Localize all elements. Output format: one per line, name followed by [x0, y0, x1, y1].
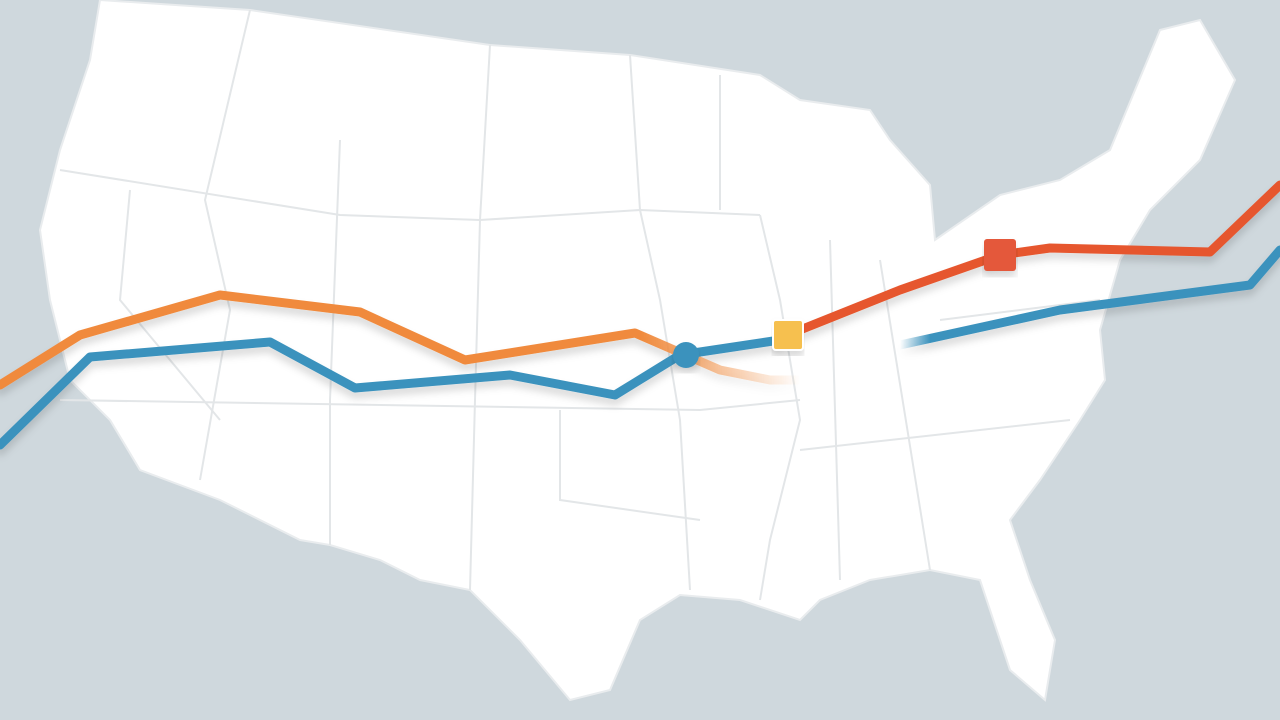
state-borders [59, 9, 1101, 601]
blue-circle-marker[interactable] [673, 342, 699, 368]
red-route [795, 180, 1280, 335]
blue-route [0, 335, 785, 450]
blue-east-route [895, 245, 1280, 350]
orange-route [0, 290, 805, 390]
red-square-marker[interactable] [984, 239, 1016, 271]
yellow-square-marker[interactable] [772, 319, 804, 351]
